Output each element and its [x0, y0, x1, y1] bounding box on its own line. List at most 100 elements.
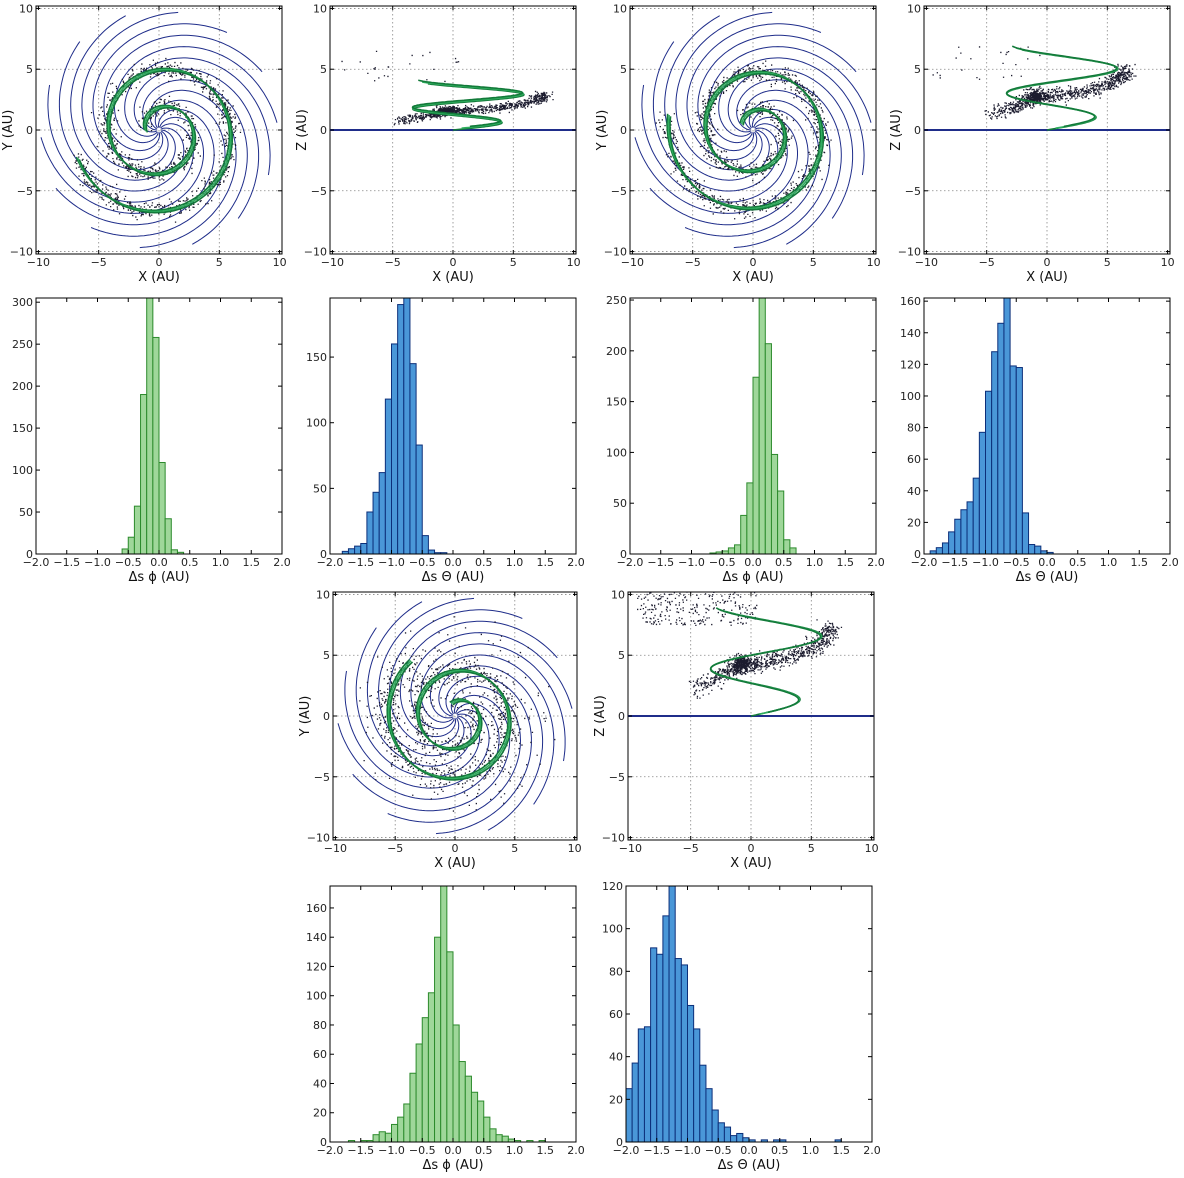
- y-tick-label: 10: [316, 588, 330, 601]
- hist-bar: [421, 1017, 429, 1143]
- hist-bar: [1021, 512, 1030, 555]
- x-tick-label: −1.5: [347, 1144, 374, 1157]
- hist-bar: [650, 947, 658, 1143]
- x-tick-label: −1.5: [647, 556, 674, 569]
- x-tick-label: −1.0: [378, 1144, 405, 1157]
- hist-bar: [680, 964, 688, 1143]
- plot-area: [330, 50, 576, 131]
- x-tick-label: −0.5: [1003, 556, 1030, 569]
- x-tick-label: −0.5: [409, 556, 436, 569]
- x-tick-label: 1.0: [802, 1144, 820, 1157]
- y-tick-label: 80: [313, 1019, 327, 1032]
- x-axis-label: Δs ϕ (AU): [128, 570, 189, 585]
- hist-bar: [440, 885, 448, 1143]
- x-tick-label: 2.0: [273, 556, 291, 569]
- y-tick-label: −5: [905, 185, 921, 198]
- hist-bar: [941, 542, 950, 555]
- spiral-arm: [641, 84, 788, 203]
- hist-bar: [170, 549, 178, 555]
- spiral-arm: [388, 609, 523, 747]
- hist-bar: [427, 549, 436, 555]
- hist-bar: [991, 351, 999, 555]
- spiral-arm: [675, 11, 773, 171]
- x-tick-label: 0.5: [775, 556, 793, 569]
- stream-line: [666, 70, 822, 209]
- spiral-arm: [81, 11, 179, 171]
- plot-area: [40, 11, 278, 249]
- x-tick-label: −1.0: [678, 556, 705, 569]
- hist-bar: [403, 297, 411, 555]
- hist-bar: [403, 1103, 411, 1143]
- x-tick-label: −2.0: [23, 556, 50, 569]
- hist-bar: [164, 518, 172, 555]
- y-tick-label: 40: [313, 1077, 327, 1090]
- y-tick-label: 100: [900, 390, 921, 403]
- hist-bar: [477, 1100, 485, 1143]
- y-tick-label: 150: [12, 422, 33, 435]
- y-tick-label: 120: [602, 880, 623, 893]
- x-tick-label: 0.0: [444, 1144, 462, 1157]
- y-tick-label: 5: [26, 63, 33, 76]
- spiral-arm: [438, 665, 544, 831]
- x-axis-label: X (AU): [434, 856, 476, 871]
- x-tick-label: −10: [619, 842, 642, 855]
- hist-bar: [736, 1132, 744, 1143]
- x-tick-label: −1.0: [378, 556, 405, 569]
- y-tick-label: −10: [10, 246, 33, 259]
- hist-bar: [770, 453, 779, 555]
- hist-bar: [699, 1064, 707, 1143]
- x-tick-label: −5: [979, 256, 995, 269]
- hist-bar: [470, 1091, 479, 1143]
- hist-bar: [643, 1026, 652, 1143]
- hist-bar: [501, 1135, 509, 1143]
- plot-area: [628, 592, 874, 717]
- particle-cloud: [655, 60, 832, 220]
- x-tick-label: 1.0: [806, 556, 824, 569]
- hist-bar: [1009, 365, 1017, 555]
- x-tick-label: 0.0: [740, 1144, 758, 1157]
- x-tick-label: 2.0: [863, 1144, 881, 1157]
- y-tick-label: 40: [609, 1051, 623, 1064]
- y-tick-label: −5: [17, 185, 33, 198]
- y-tick-label: 5: [618, 649, 625, 662]
- stream-line: [78, 69, 234, 214]
- x-tick-label: −0.5: [705, 1144, 732, 1157]
- x-tick-label: −0.5: [115, 556, 142, 569]
- x-tick-label: 0.5: [181, 556, 199, 569]
- hist-bar: [985, 390, 993, 555]
- y-tick-label: 0: [320, 1136, 327, 1149]
- spiral-arm: [90, 99, 226, 237]
- x-tick-label: −0.5: [709, 556, 736, 569]
- y-tick-label: 100: [602, 923, 623, 936]
- hist-bar: [668, 885, 676, 1143]
- x-tick-label: −5: [683, 842, 699, 855]
- x-tick-label: 2.0: [567, 1144, 585, 1157]
- y-tick-label: −5: [314, 771, 330, 784]
- hist-bar: [742, 1137, 750, 1143]
- y-axis-label: Y (AU): [298, 696, 313, 738]
- hist-bar: [495, 1134, 503, 1143]
- hist-bar: [378, 472, 386, 555]
- panel-5: −2.0 −1.5 −1.0 −0.5 0.0 0.5 1.0 1.5 2.0 Δs Θ (AU)…: [306, 297, 585, 585]
- x-tick-label: −10: [915, 256, 938, 269]
- x-tick-label: −1.5: [941, 556, 968, 569]
- hist-bar: [978, 431, 986, 555]
- hist-bar: [777, 490, 785, 555]
- hist-bar: [711, 1109, 719, 1143]
- spiral-arm: [708, 46, 872, 144]
- hist-bar: [1028, 544, 1036, 555]
- x-tick-label: −1.0: [84, 556, 111, 569]
- y-tick-label: 10: [611, 588, 625, 601]
- x-axis-label: Δs Θ (AU): [422, 570, 485, 585]
- stream-line: [75, 67, 231, 212]
- x-axis-label: Δs ϕ (AU): [422, 1158, 483, 1173]
- hist-bar: [446, 951, 454, 1143]
- y-tick-label: −5: [609, 771, 625, 784]
- x-axis-label: X (AU): [730, 856, 772, 871]
- x-tick-label: 10: [865, 842, 879, 855]
- x-tick-label: 0.0: [150, 556, 168, 569]
- x-tick-label: −2.0: [613, 1144, 640, 1157]
- x-axis-label: X (AU): [432, 270, 474, 285]
- plot-area: [924, 45, 1170, 131]
- y-tick-label: 0: [914, 124, 921, 137]
